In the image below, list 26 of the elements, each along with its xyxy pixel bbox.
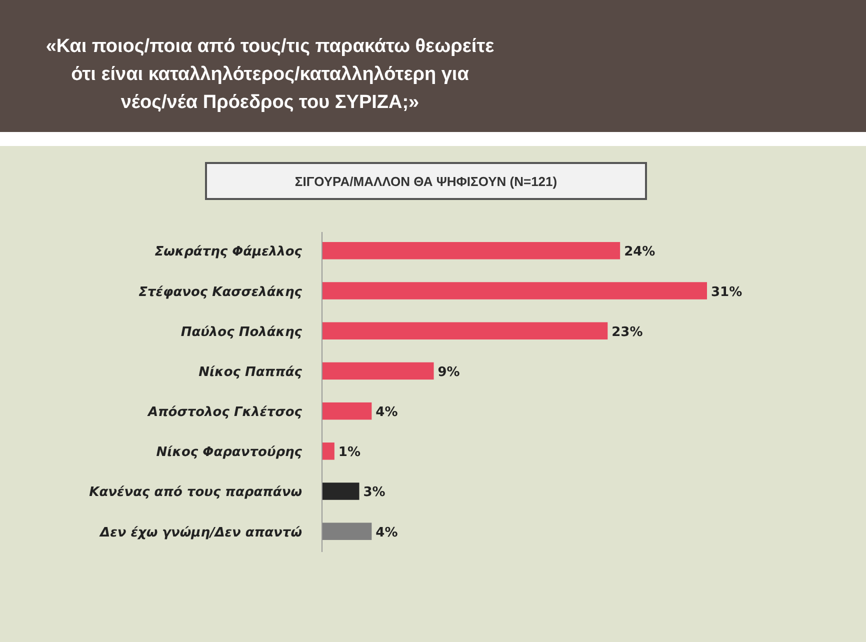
y-tick-label: Κανένας από τους παραπάνω	[89, 485, 302, 500]
data-label: 3%	[363, 485, 386, 500]
bar	[322, 322, 608, 340]
bar	[322, 282, 707, 300]
chart-subtitle: ΣΙΓΟΥΡΑ/ΜΑΛΛΟΝ ΘΑ ΨΗΦΙΣΟΥΝ (N=121)	[294, 174, 558, 189]
bar	[322, 402, 372, 420]
y-tick-label: Στέφανος Κασσελάκης	[138, 284, 302, 300]
bar	[322, 242, 620, 260]
y-tick-label: Παύλος Πολάκης	[180, 324, 302, 340]
data-label: 9%	[438, 364, 460, 380]
chart-title: «Και ποιος/ποια από τους/τις παρακάτω θεωρείτε ότι είναι καταλληλότερος/καταλληλότερη για νέος/νέα Πρόεδρος του ΣΥΡΙΖΑ;»	[46, 36, 494, 113]
bar	[322, 442, 334, 460]
data-label: 1%	[338, 445, 360, 460]
data-label: 4%	[376, 525, 398, 540]
y-tick-label: Δεν έχω γνώμη/Δεν απαντώ	[99, 525, 302, 540]
y-tick-label: Απόστολος Γκλέτσος	[146, 405, 302, 420]
y-tick-label: Νίκος Παππάς	[198, 364, 302, 380]
data-label: 31%	[711, 284, 742, 300]
y-tick-label: Νίκος Φαραντούρης	[156, 445, 302, 460]
bar	[322, 522, 372, 540]
y-tick-label: Σωκράτης Φάμελλος	[154, 244, 302, 260]
data-label: 4%	[376, 405, 398, 420]
data-label: 23%	[612, 324, 643, 340]
bar	[322, 362, 434, 380]
bar	[322, 482, 360, 500]
data-label: 24%	[624, 244, 656, 260]
